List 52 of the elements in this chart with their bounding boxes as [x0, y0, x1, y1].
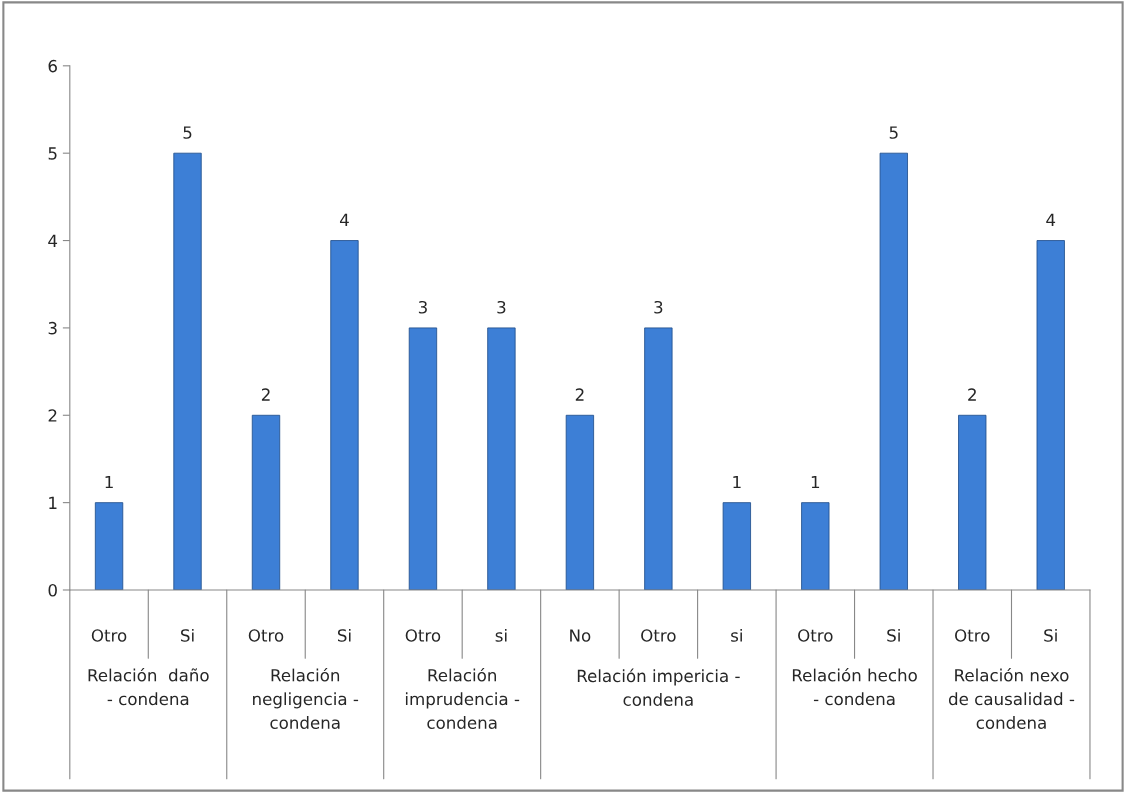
text: Relación hecho - condena — [792, 667, 917, 706]
x-tick-label: No — [570, 629, 591, 642]
data-label: 2 — [968, 388, 976, 401]
data-label: 3 — [418, 300, 427, 314]
data-label: 4 — [1046, 213, 1056, 226]
data-label: 3 — [497, 300, 506, 314]
text: Relación imprudencia - condena — [405, 667, 520, 729]
bar — [173, 152, 202, 590]
data-label: 3 — [654, 300, 663, 314]
bar — [1036, 240, 1065, 590]
bar — [487, 327, 516, 590]
bar — [722, 502, 751, 590]
x-tick-label: Si — [1044, 628, 1057, 642]
x-tick-label: Si — [181, 628, 194, 642]
data-label: 5 — [183, 126, 192, 139]
x-tick-label: si — [495, 628, 507, 642]
data-label: 1 — [811, 475, 820, 489]
bar — [644, 327, 673, 590]
x-tick-label: Si — [887, 628, 900, 642]
y-tick-label: 4 — [48, 234, 58, 247]
data-label: 5 — [889, 126, 898, 139]
data-label: 1 — [105, 475, 113, 489]
y-tick-label: 2 — [48, 409, 57, 422]
data-label: 2 — [575, 388, 584, 401]
bar — [330, 240, 359, 590]
x-tick-label: Otro — [91, 629, 127, 642]
bar — [879, 152, 908, 590]
bar — [408, 327, 438, 590]
x-tick-label: Otro — [641, 629, 676, 642]
y-tick-label: 3 — [48, 321, 57, 335]
y-tick-label: 5 — [48, 147, 57, 160]
text: Relación nexo de causalidad - condena — [948, 667, 1075, 729]
x-tick-label: Otro — [405, 629, 441, 642]
y-tick-label: 1 — [49, 496, 57, 509]
data-label: 4 — [339, 213, 349, 226]
x-tick-label: Otro — [798, 629, 833, 642]
x-tick-label: Otro — [955, 629, 990, 642]
text: Relación daño - condena — [88, 667, 209, 706]
bar — [94, 502, 124, 590]
bar — [565, 414, 595, 590]
bar — [801, 502, 830, 590]
x-tick-label: Si — [337, 628, 351, 642]
x-tick-label: si — [731, 628, 742, 642]
data-label: 1 — [733, 475, 741, 489]
text: Relación impericia - condena — [577, 668, 740, 706]
y-tick-label: 0 — [48, 583, 57, 597]
data-label: 2 — [261, 388, 270, 401]
bar — [958, 414, 987, 590]
x-tick-label: Otro — [248, 629, 284, 642]
y-tick-label: 6 — [48, 59, 57, 73]
bar — [251, 414, 281, 590]
text: Relación negligencia - condena — [253, 667, 359, 729]
